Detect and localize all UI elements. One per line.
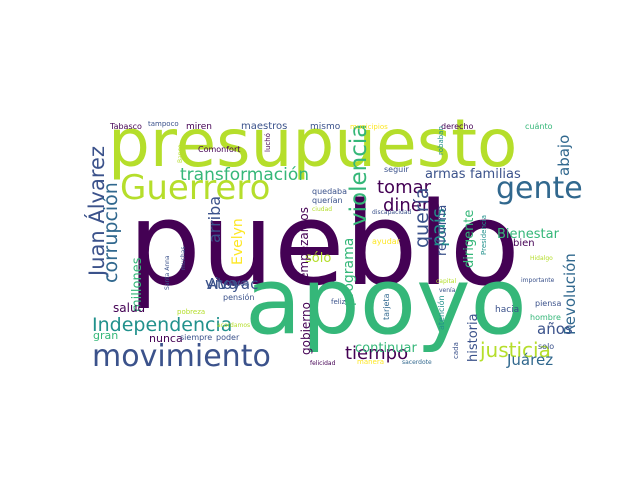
cloud-word-bienestar: Bienestar [497, 227, 560, 242]
cloud-word-gobierno: gobierno [299, 302, 313, 355]
cloud-word-independencia: Independencia [92, 314, 232, 336]
cloud-word-programa: programa [341, 238, 357, 306]
cloud-word-comonfort: Comonfort [198, 145, 240, 154]
cloud-word-juarez: Juárez [506, 351, 553, 369]
cloud-word-anos: años [537, 320, 573, 338]
cloud-word-historia: historia [466, 313, 481, 362]
cloud-word-dirigente: dirigente [462, 210, 477, 268]
cloud-word-queria: quería [411, 187, 433, 248]
cloud-word-derecho: derecho [441, 122, 474, 131]
cloud-word-empezamos: empezamos [297, 207, 311, 280]
cloud-word-familias: familias [470, 167, 521, 182]
cloud-word-municipios: municipios [350, 123, 388, 131]
cloud-word-solo: sólo [305, 251, 331, 266]
cloud-word-banco: Banco [177, 144, 184, 163]
cloud-word-miren: miren [186, 122, 212, 132]
cloud-word-solo: solo [538, 342, 554, 351]
cloud-word-corrupcion: corrupción [100, 182, 122, 283]
cloud-word-continuar: continuar [355, 341, 417, 356]
cloud-word-guerrero: Guerrero [120, 168, 270, 208]
cloud-word-mismo: mismo [310, 122, 341, 132]
cloud-word-justicia: justicia [479, 338, 551, 362]
cloud-word-tiempo: tiempo [345, 343, 408, 364]
cloud-word-piensa: piensa [535, 299, 561, 308]
cloud-word-salud: salud [113, 301, 145, 315]
cloud-word-apoyo: apoyo [245, 248, 527, 355]
cloud-word-muchas: muchas [180, 246, 187, 270]
cloud-word-poder: poder [216, 333, 240, 342]
cloud-word-pobreza: pobreza [177, 308, 205, 316]
cloud-word-dinero: dinero [383, 195, 440, 216]
cloud-word-capital: capital [436, 278, 456, 285]
cloud-word-ciudad: ciudad [312, 206, 332, 213]
cloud-word-importante: importante [521, 277, 555, 284]
cloud-word-abajo: abajo [555, 135, 573, 176]
cloud-word-pension: pensión [223, 292, 254, 302]
cloud-word-violencia: violencia [346, 124, 372, 226]
cloud-word-robaban: robaban [437, 126, 445, 155]
cloud-word-lucho: luchó [264, 133, 272, 152]
cloud-word-tarjeta: tarjeta [382, 293, 391, 320]
cloud-word-siempre: siempre [180, 333, 212, 342]
cloud-word-acordamos: acordamos [217, 322, 250, 329]
cloud-word-pueblo: pueblo [128, 178, 520, 312]
cloud-word-juan-alvarez: Juan Álvarez [84, 146, 109, 278]
cloud-word-atoyac: Atoyac [207, 275, 258, 293]
cloud-word-discapacidad: discapacidad [372, 209, 412, 216]
cloud-word-evelyn: Evelyn [230, 218, 246, 265]
cloud-word-gente: gente [496, 171, 583, 206]
cloud-word-transformacion: transformación [180, 165, 309, 185]
cloud-word-ayudar: ayudar [372, 237, 401, 246]
cloud-word-viva: viva [205, 274, 238, 293]
cloud-word-atencion: atención [436, 295, 446, 330]
cloud-word-presupuesto: presupuesto [108, 105, 517, 182]
cloud-word-nunca: nunca [149, 332, 183, 345]
cloud-word-felicidad: felicidad [310, 360, 336, 367]
cloud-word-sacerdote: sacerdote [402, 359, 432, 366]
cloud-word-veces: veces [226, 279, 249, 288]
cloud-word-feliz: feliz [331, 298, 346, 306]
cloud-word-movimiento: movimiento [92, 339, 271, 374]
cloud-word-tomar: tomar [377, 177, 432, 198]
cloud-word-arriba: arriba [205, 196, 224, 243]
cloud-word-seguir: seguir [384, 165, 409, 174]
cloud-word-santa-anna: Santa Anna [164, 255, 171, 290]
cloud-word-hacia: hacia [495, 305, 519, 315]
cloud-word-hidalgo: Hidalgo [530, 255, 553, 262]
cloud-word-querian: querían [312, 196, 343, 205]
cloud-word-gran: gran [93, 329, 118, 342]
cloud-word-quedaba: quedaba [312, 187, 347, 196]
cloud-word-tampoco: tampoco [148, 120, 179, 128]
cloud-word-reforma: reforma [435, 205, 450, 256]
cloud-word-pais: país [428, 208, 450, 247]
cloud-word-millones: millones [130, 257, 145, 312]
cloud-word-tabasco: Tabasco [109, 122, 142, 131]
cloud-word-cuanto: cuánto [525, 122, 553, 131]
cloud-word-revolucion: Revolución [561, 253, 579, 335]
cloud-word-hombre: hombre [530, 313, 561, 322]
cloud-word-maestros: maestros [241, 121, 287, 132]
cloud-word-bien: bien [513, 238, 535, 249]
cloud-word-venia: venía [439, 287, 456, 294]
cloud-word-presidencia: Presidencia [480, 215, 488, 255]
cloud-word-manera: manera [357, 358, 384, 366]
cloud-word-cada: cada [452, 342, 460, 359]
cloud-word-armas: armas [425, 167, 466, 182]
